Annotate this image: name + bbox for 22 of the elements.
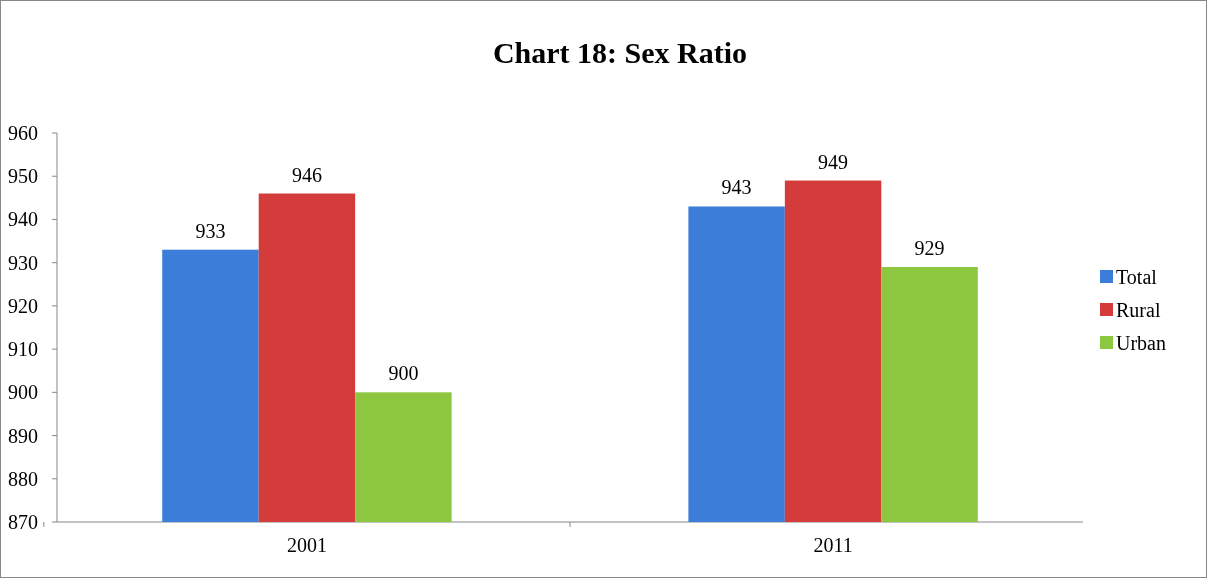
y-tick-label: 900 [8,381,38,404]
y-tick-label: 960 [8,122,38,144]
y-tick-label: 870 [8,511,38,533]
chart-title: Chart 18: Sex Ratio [492,36,748,69]
data-label: 943 [721,176,752,199]
x-tick-label: 2011 [813,534,853,556]
legend-label: Urban [1116,332,1166,354]
x-tick-label: 2001 [286,534,327,556]
data-label: 946 [291,163,322,186]
y-tick-label: 880 [8,467,38,490]
data-label: 933 [195,219,226,242]
y-tick-label: 910 [8,338,38,361]
y-tick-label: 930 [8,251,38,274]
y-tick-label: 920 [8,294,38,317]
legend-label: Rural [1116,299,1161,321]
data-label: 900 [388,362,419,385]
data-label: 949 [818,150,849,173]
y-tick-label: 940 [8,208,38,231]
legend-label: Total [1116,266,1158,288]
y-tick-label: 950 [8,165,38,188]
y-tick-label: 890 [8,424,38,447]
data-label: 929 [914,236,945,259]
